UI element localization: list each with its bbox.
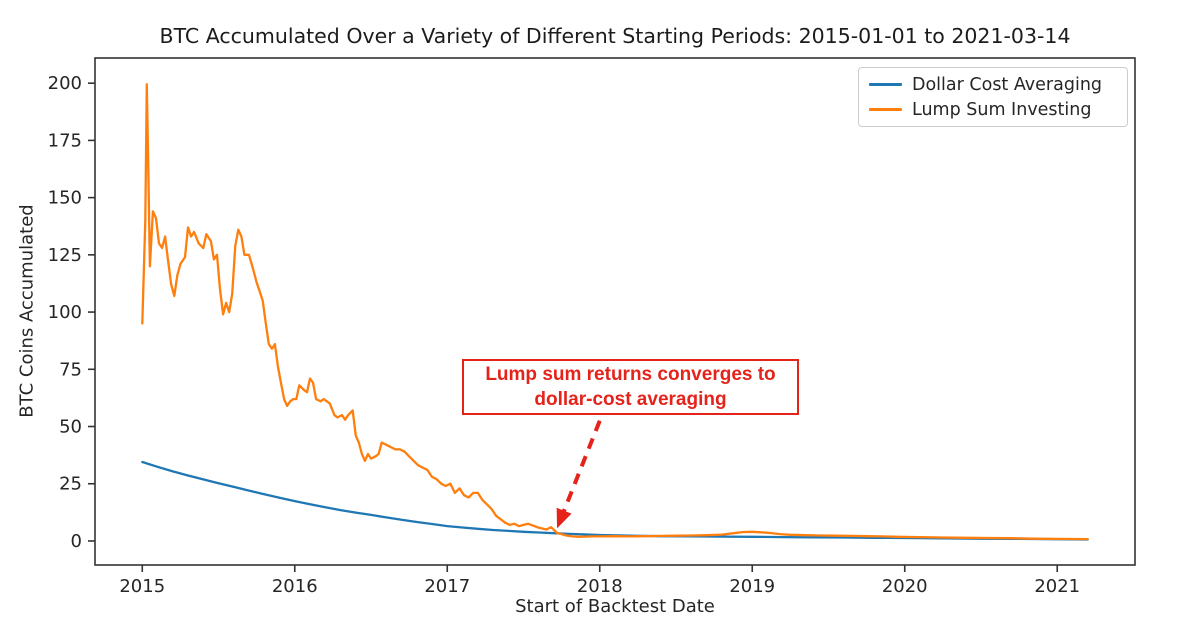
svg-text:200: 200: [48, 73, 82, 94]
x-axis-label: Start of Backtest Date: [515, 596, 715, 617]
chart-title: BTC Accumulated Over a Variety of Differ…: [159, 24, 1071, 48]
svg-text:50: 50: [59, 417, 82, 438]
y-axis-label: BTC Coins Accumulated: [16, 204, 38, 418]
legend-label-lump-sum: Lump Sum Investing: [912, 99, 1092, 120]
svg-text:125: 125: [48, 245, 82, 266]
svg-text:2017: 2017: [424, 576, 470, 597]
svg-text:2018: 2018: [577, 576, 623, 597]
svg-text:175: 175: [48, 130, 82, 151]
legend: Dollar Cost Averaging Lump Sum Investing: [858, 67, 1128, 127]
annotation-text-line2: dollar-cost averaging: [534, 389, 727, 410]
svg-text:2015: 2015: [119, 576, 165, 597]
legend-label-dca: Dollar Cost Averaging: [912, 74, 1103, 95]
svg-text:0: 0: [71, 531, 82, 552]
legend-item-lump-sum-investing: Lump Sum Investing: [869, 100, 1117, 120]
lump-sum-line-swatch-icon: [869, 108, 902, 111]
annotation-text-line1: Lump sum returns converges to: [485, 364, 776, 385]
svg-text:100: 100: [48, 302, 82, 323]
svg-text:25: 25: [59, 474, 82, 495]
annotation-callout: Lump sum returns converges to dollar-cos…: [462, 359, 799, 415]
svg-text:2020: 2020: [882, 576, 928, 597]
svg-text:2019: 2019: [729, 576, 775, 597]
svg-text:150: 150: [48, 188, 82, 209]
svg-text:2016: 2016: [272, 576, 318, 597]
dca-line-swatch-icon: [869, 83, 902, 86]
legend-item-dollar-cost-averaging: Dollar Cost Averaging: [869, 75, 1117, 95]
svg-text:2021: 2021: [1034, 576, 1080, 597]
svg-text:75: 75: [59, 359, 82, 380]
